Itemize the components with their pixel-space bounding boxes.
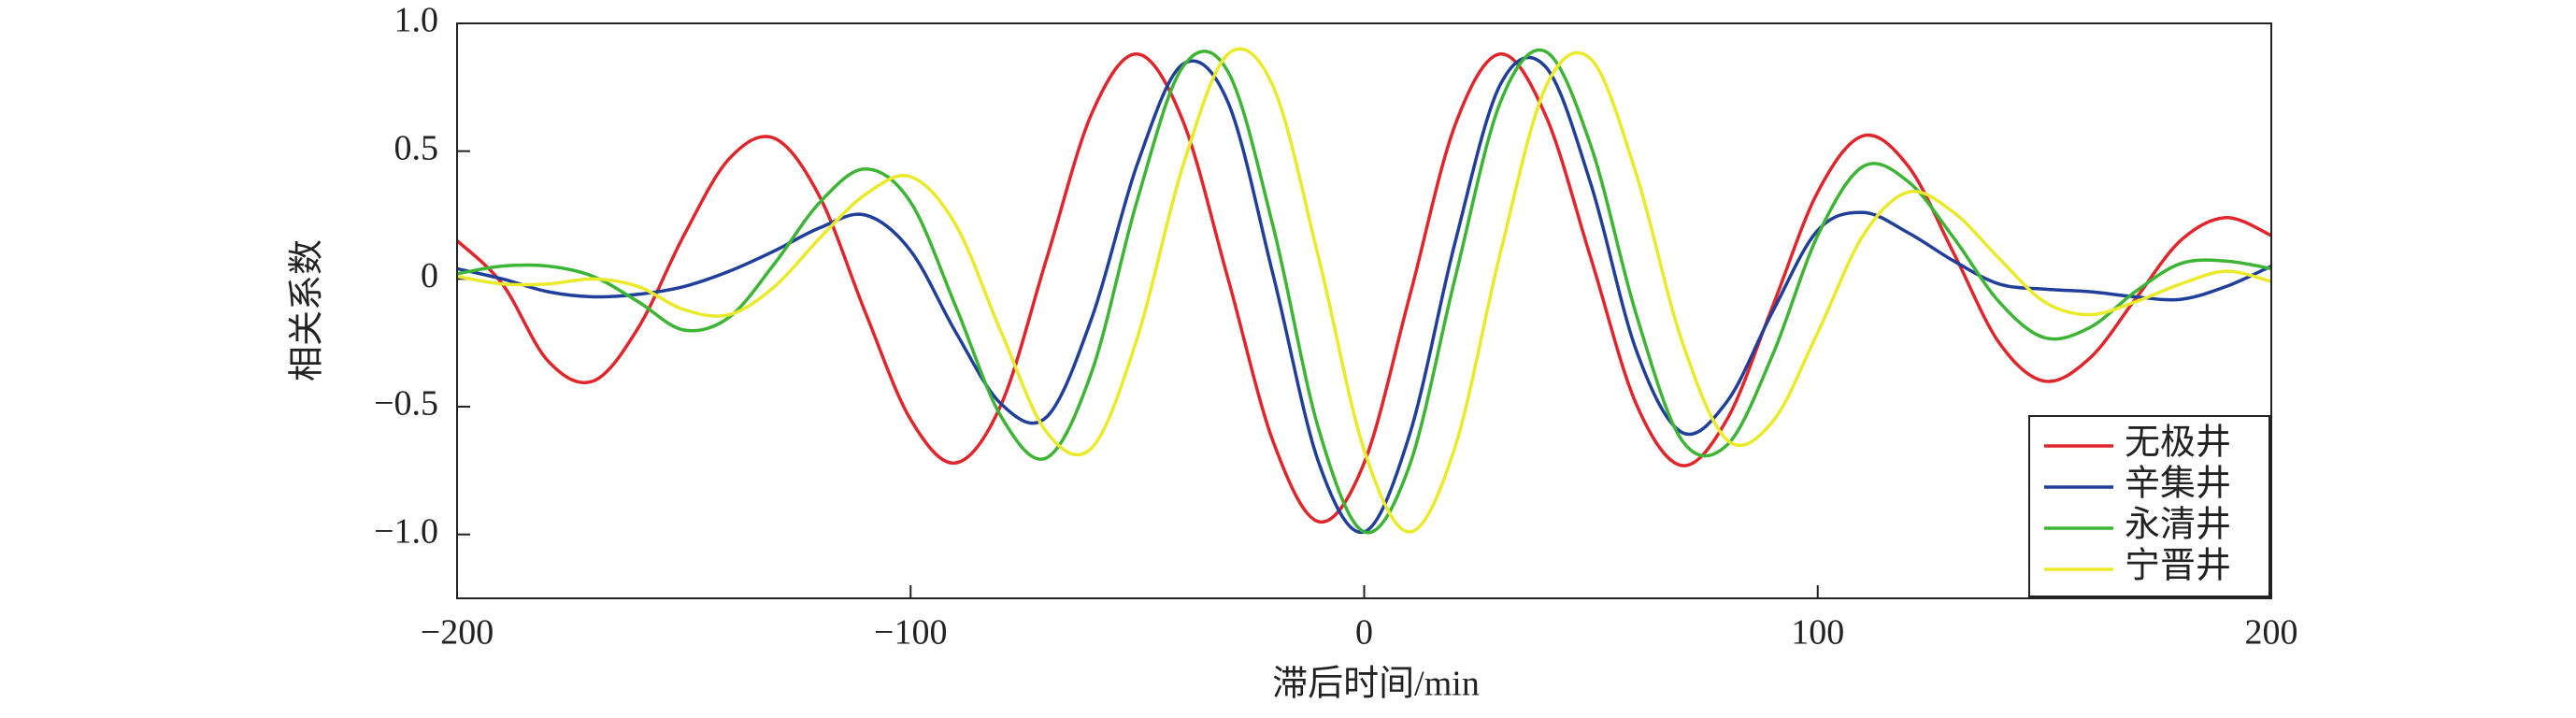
series-line: [455, 52, 2272, 524]
x-tick-label: 200: [2245, 613, 2298, 653]
series-line: [456, 48, 2272, 535]
x-tick-label: −100: [874, 613, 947, 653]
legend-label: 辛集井: [2125, 465, 2231, 504]
x-tick-label: 100: [1791, 613, 1844, 653]
x-tick-label: −200: [421, 613, 494, 653]
x-tick-label: 0: [1355, 613, 1373, 653]
series-line: [456, 47, 2272, 534]
y-axis-label: 相关系数: [288, 239, 327, 381]
plot-frame: [456, 22, 2272, 599]
y-tick-label: 0.5: [394, 128, 439, 167]
legend-label: 宁晋井: [2125, 547, 2231, 586]
legend-box: [2028, 415, 2270, 597]
y-tick-label: 0: [421, 256, 438, 295]
legend-label: 无极井: [2125, 424, 2231, 463]
y-tick-label: 1.0: [394, 1, 439, 40]
legend-label: 永清井: [2125, 506, 2231, 545]
y-tick-label: −0.5: [374, 384, 438, 424]
x-axis-label: 滞后时间/min: [1272, 665, 1480, 704]
y-tick-label: −1.0: [374, 511, 438, 551]
